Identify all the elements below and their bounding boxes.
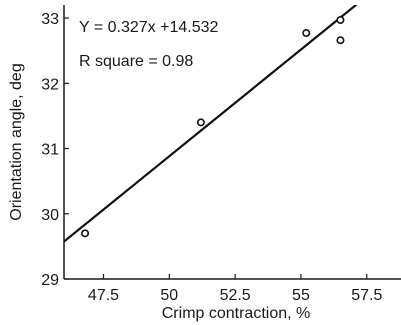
y-tick-label: 32 [41,76,59,93]
x-tick-label: 57.5 [351,287,382,304]
equation-annotation: Y = 0.327x +14.532 [79,19,218,36]
x-tick-label: 55 [292,287,310,304]
y-tick-label: 30 [41,207,59,224]
x-axis-title: Crimp contraction, % [162,305,311,322]
data-point [336,36,345,45]
y-axis-ticks: 29 30 31 32 33 [41,11,69,289]
r-square-annotation: R square = 0.98 [79,53,193,70]
y-axis-title: Orientation angle, deg [8,63,25,220]
x-tick-label: 52.5 [220,287,251,304]
y-tick-label: 29 [41,272,59,289]
data-point [336,16,345,25]
x-tick-label: 47.5 [88,287,119,304]
x-tick-label: 50 [160,287,178,304]
plot-frame [63,5,401,280]
regression-line [64,5,358,243]
data-point [81,229,90,238]
data-points [81,16,345,238]
fit-line-group [64,5,358,243]
y-tick-label: 31 [41,142,59,159]
y-tick-label: 33 [41,11,59,28]
data-point [196,118,205,127]
x-axis-ticks: 47.5 50 52.5 55 57.5 [88,274,382,304]
data-point [302,29,311,38]
